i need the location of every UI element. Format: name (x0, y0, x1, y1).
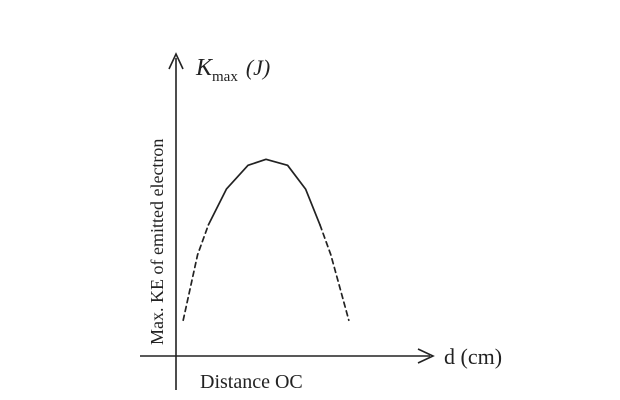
x-axis-label: Distance OC (200, 371, 303, 393)
y-axis-unit: (J) (246, 55, 270, 80)
y-axis-arrowhead (168, 52, 184, 70)
curve-segment-dashed-0 (182, 224, 210, 322)
x-axis-arrow-label: d (cm) (444, 344, 502, 369)
y-axis-label: Max. KE of emitted electron (147, 139, 167, 345)
x-axis (140, 348, 435, 364)
svg-text:Kmax(J): Kmax (J) (195, 55, 270, 85)
y-axis-subscript: max (212, 69, 238, 85)
x-axis-arrowhead (417, 348, 435, 364)
curve-segment-dashed-2 (319, 224, 350, 322)
y-axis (168, 52, 184, 390)
curve-segment-solid-1 (207, 158, 321, 226)
y-axis-title: Kmax (J) (195, 55, 270, 85)
plot-area (182, 158, 350, 322)
y-axis-symbol: K (195, 55, 214, 81)
